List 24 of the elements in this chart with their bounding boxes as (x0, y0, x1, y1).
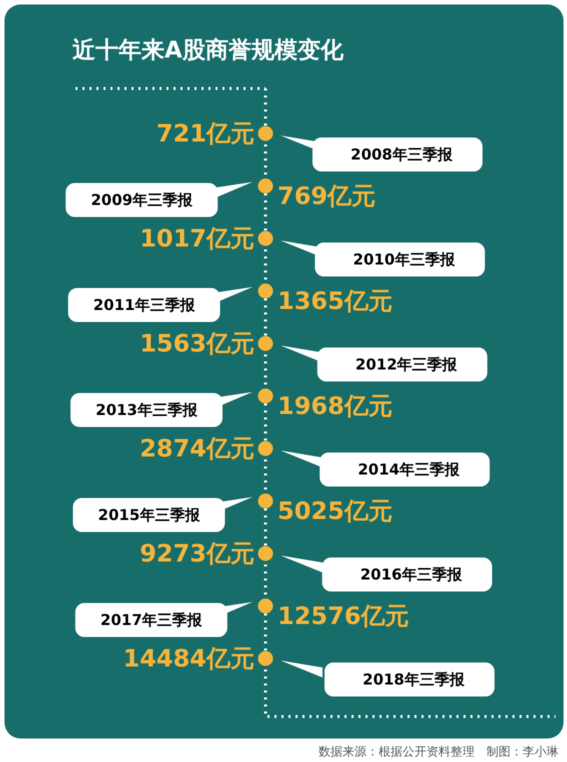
category-label: 2015年三季报 (98, 506, 201, 524)
data-label: 1968亿元 (278, 392, 392, 420)
category-label: 2012年三季报 (355, 356, 458, 374)
category-label: 2008年三季报 (350, 146, 454, 164)
category-label: 2018年三季报 (362, 670, 466, 688)
data-label: 12576亿元 (278, 602, 409, 630)
data-label: 14484亿元 (123, 644, 255, 672)
source-note: 数据来源：根据公开资料整理 制图：李小琳 (318, 744, 558, 758)
category-label: 2017年三季报 (100, 611, 204, 629)
category-label: 2014年三季报 (358, 460, 461, 478)
data-label: 2874亿元 (140, 434, 254, 462)
category-label: 2009年三季报 (90, 191, 194, 209)
data-label: 9273亿元 (140, 540, 254, 568)
data-label: 769亿元 (278, 182, 376, 210)
category-label: 2013年三季报 (96, 401, 198, 419)
data-label: 721亿元 (156, 120, 255, 148)
data-label: 1017亿元 (140, 224, 254, 252)
data-label: 1365亿元 (278, 287, 392, 315)
category-label: 2016年三季报 (360, 566, 463, 584)
data-label: 5025亿元 (278, 497, 392, 525)
category-label: 2011年三季报 (93, 296, 196, 314)
text: 近十年来A股商誉规模变化 (72, 36, 344, 64)
category-label: 2010年三季报 (353, 250, 456, 268)
data-label: 1563亿元 (140, 330, 254, 358)
